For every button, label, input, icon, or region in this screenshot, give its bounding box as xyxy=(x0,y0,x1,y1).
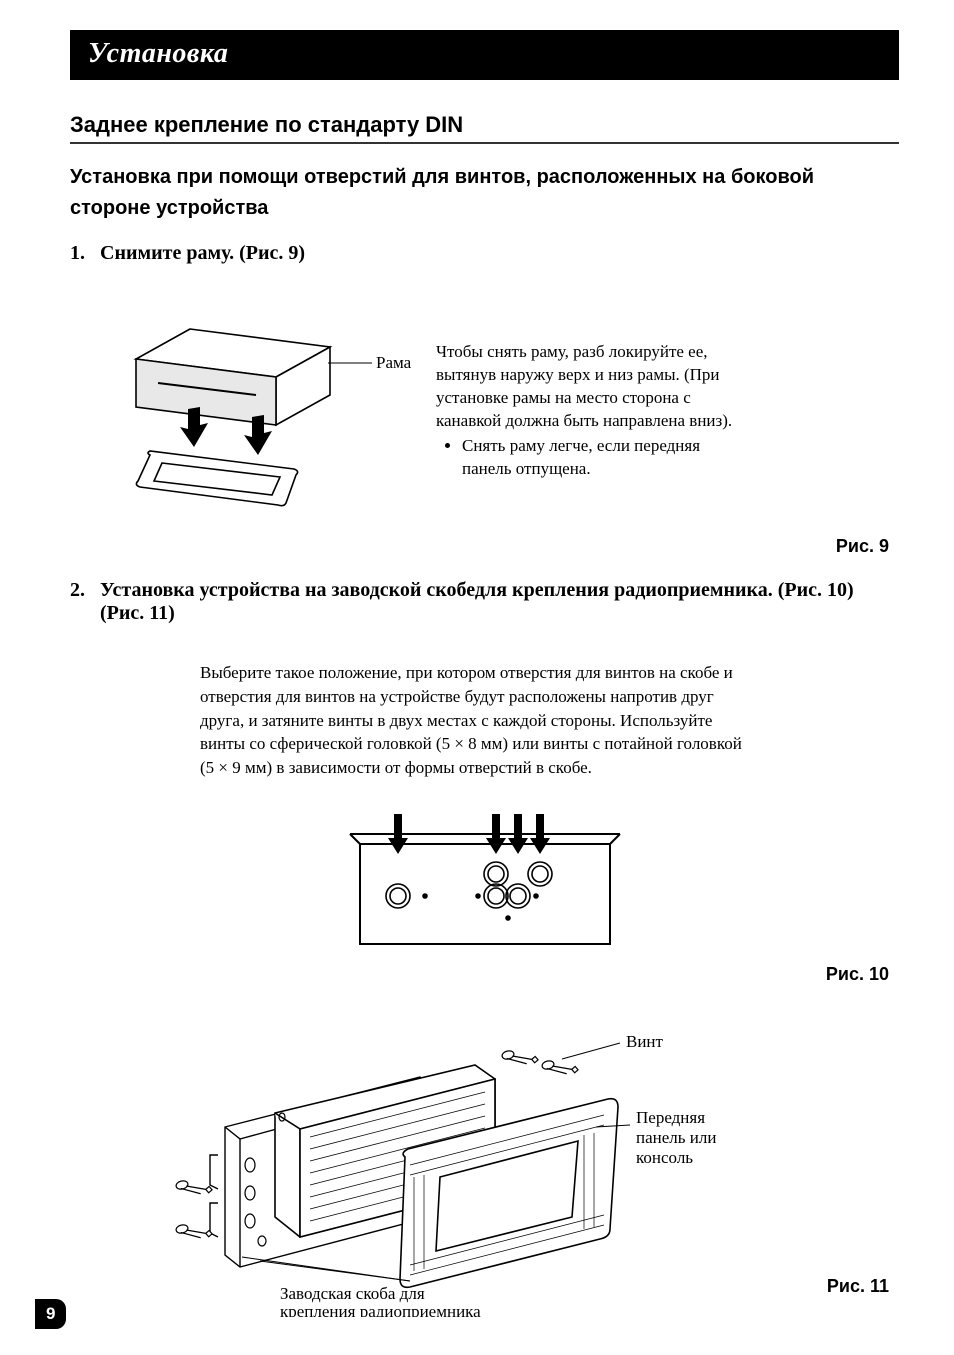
step1-num: 1. xyxy=(70,242,100,265)
section-title: Заднее крепление по стандарту DIN xyxy=(70,112,899,144)
step1-bullet: Снять раму легче, если передняя панель о… xyxy=(462,435,750,481)
step2-heading: 2. Установка устройства на заводской ско… xyxy=(70,579,899,625)
step1-title: Снимите раму. (Рис. 9) xyxy=(100,242,305,265)
step1-heading: 1. Снимите раму. (Рис. 9) xyxy=(70,242,899,265)
figure-11-caption: Рис. 11 xyxy=(789,1276,899,1317)
step1-paragraph: Чтобы снять раму, разб локируйте ее, выт… xyxy=(436,341,750,433)
label-screw: Винт xyxy=(626,1032,664,1051)
label-dashboard-l2: панель или xyxy=(636,1128,716,1147)
label-frame: Рама xyxy=(376,353,412,372)
chapter-title: Установка xyxy=(70,30,899,80)
subsection-title: Установка при помощи отверстий для винто… xyxy=(70,162,899,224)
step2-body-text: Выберите такое положение, при котором от… xyxy=(200,661,760,780)
label-dashboard-l3: консоль xyxy=(636,1148,693,1167)
figure-9-caption: Рис. 9 xyxy=(70,536,889,557)
label-dashboard-l1: Передняя xyxy=(636,1108,705,1127)
figure-10-caption: Рис. 10 xyxy=(70,964,889,985)
figure-10-illustration xyxy=(340,804,630,954)
figure-9-block: Рама Чтобы снять раму, разб локируйте ее… xyxy=(70,311,899,526)
step2-num: 2. xyxy=(70,579,100,625)
figure-9-illustration: Рама xyxy=(70,311,430,521)
label-bracket-l2: крепления радиоприемника xyxy=(280,1302,481,1317)
page-number: 9 xyxy=(35,1299,66,1329)
figure-11-illustration: Винт Передняя панель или консоль Заводск… xyxy=(110,1017,750,1317)
label-bracket-l1: Заводская скоба для xyxy=(280,1284,425,1303)
step2-title: Установка устройства на заводской скобед… xyxy=(100,579,899,625)
